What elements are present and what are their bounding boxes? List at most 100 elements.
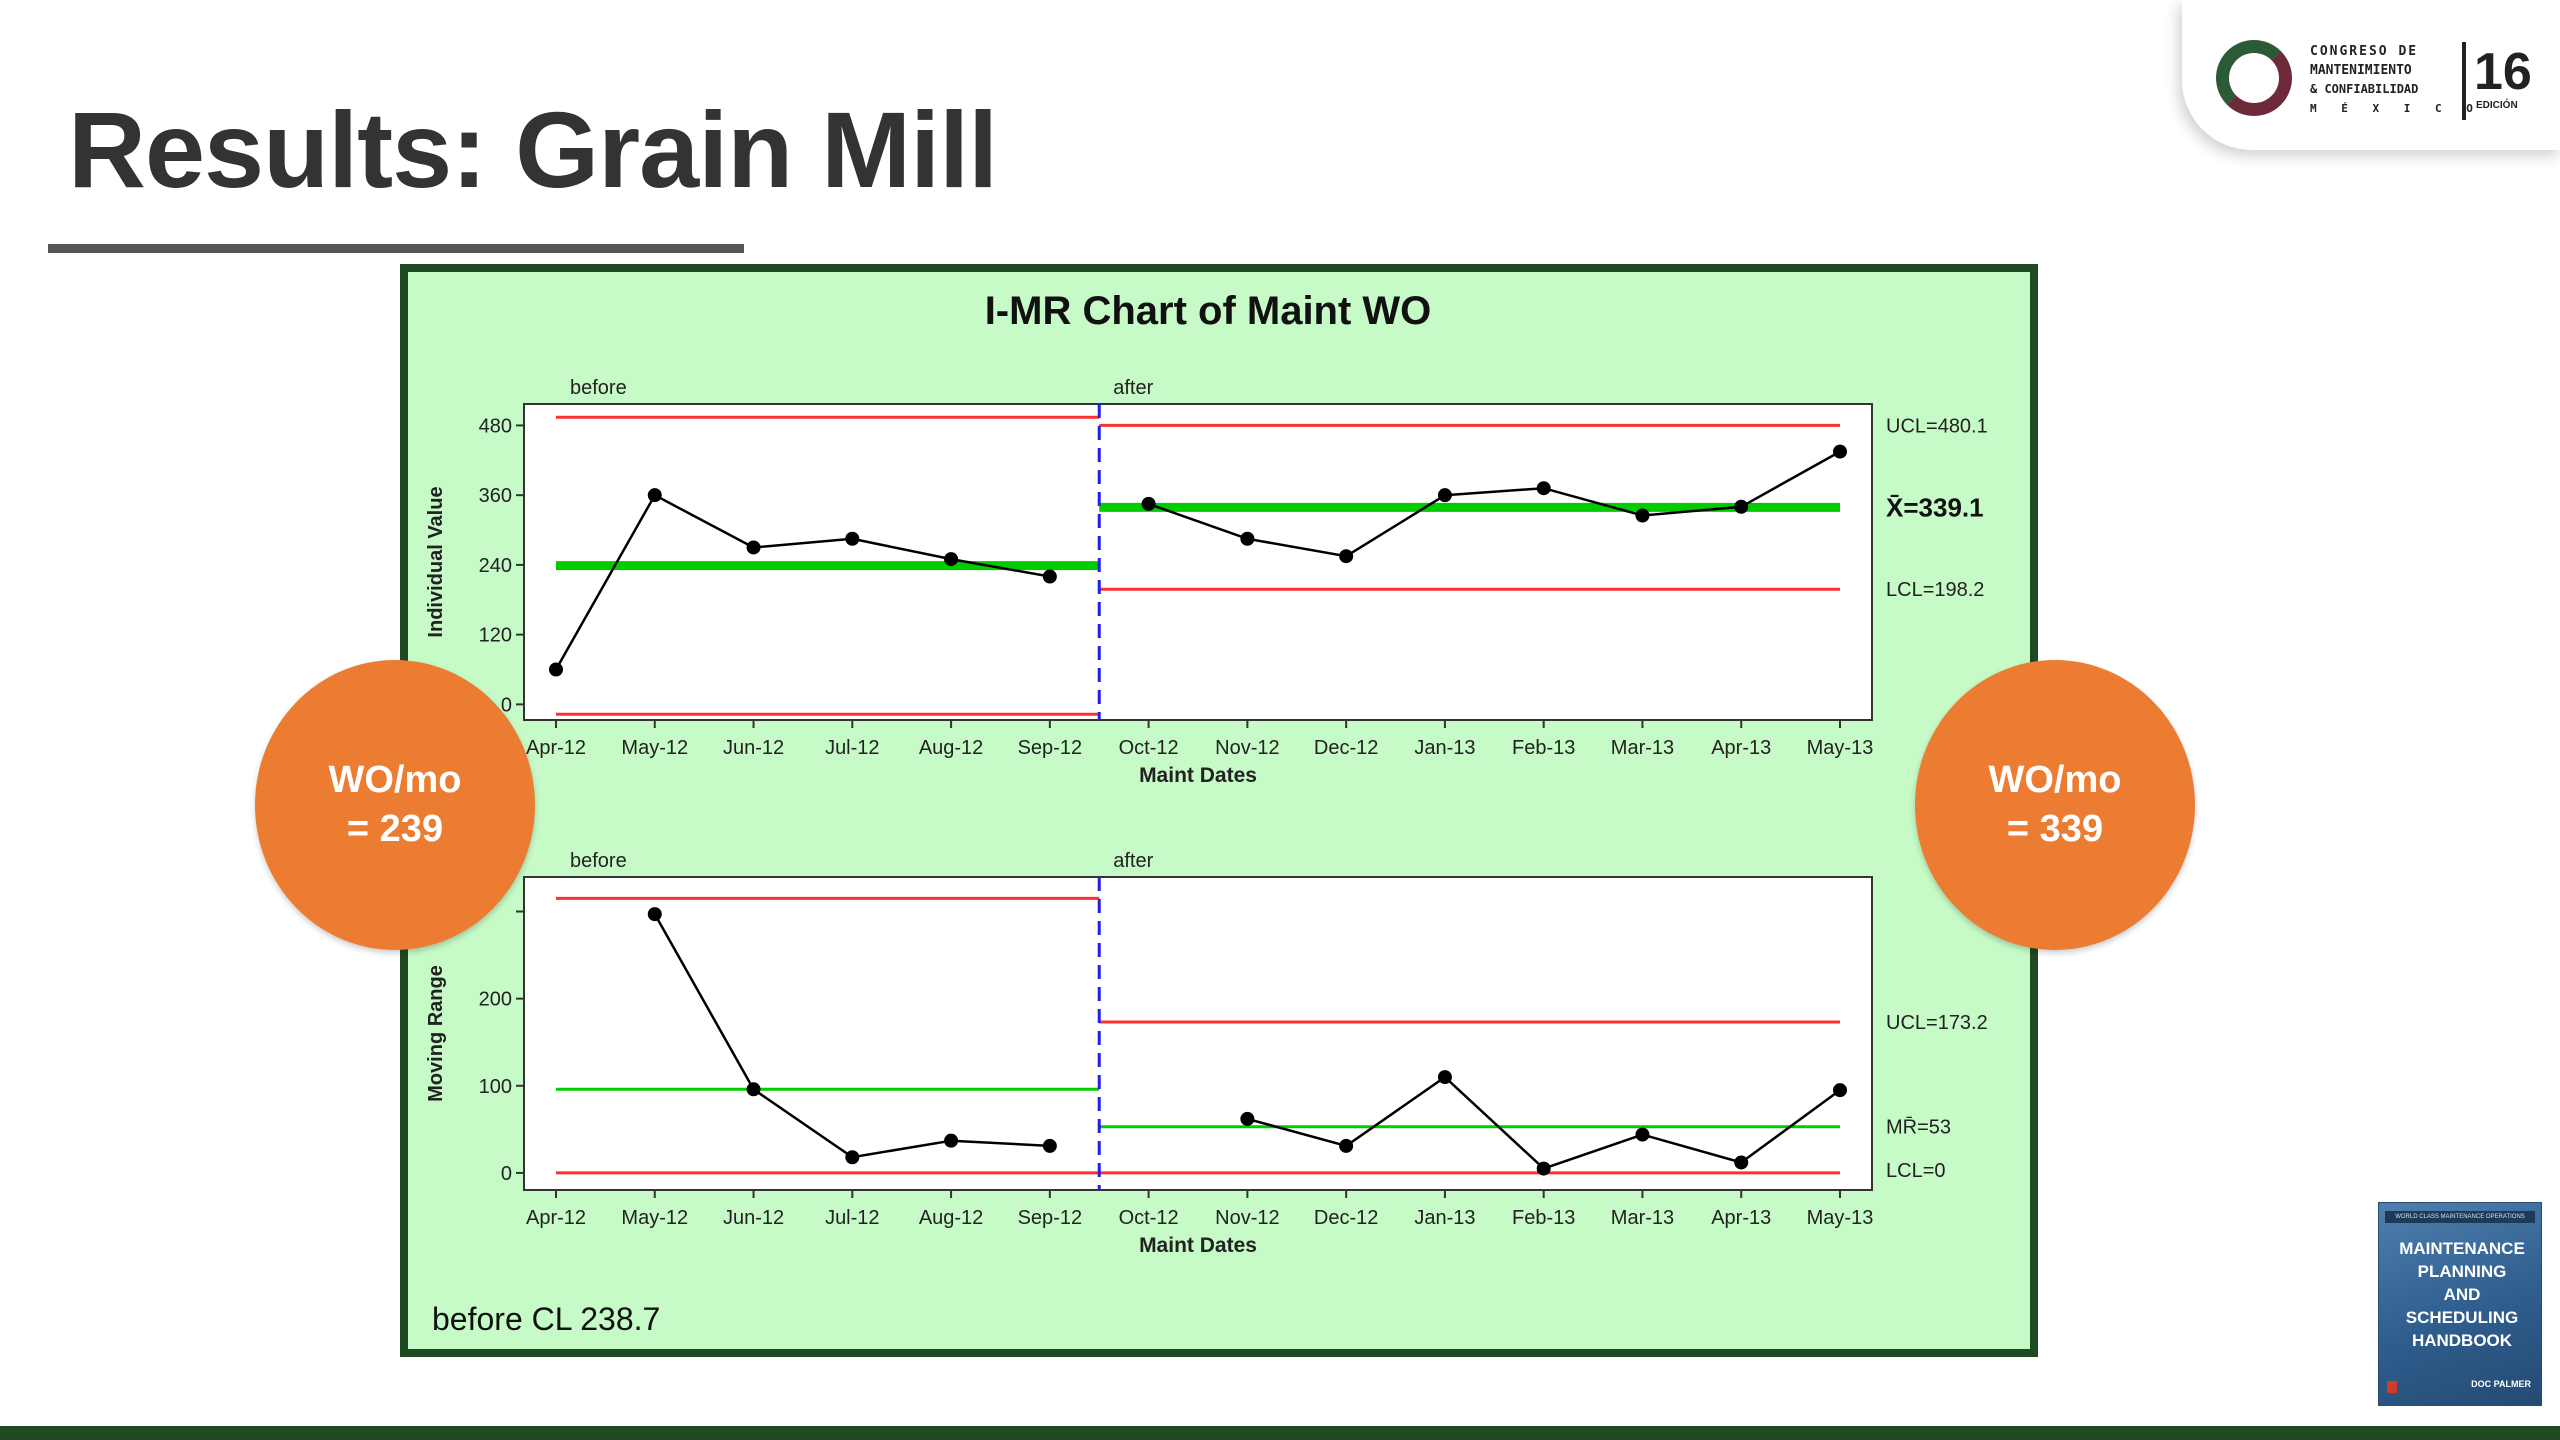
chart-individual-data-point (746, 540, 761, 555)
book-title: MAINTENANCE PLANNING AND SCHEDULING HAND… (2387, 1237, 2537, 1352)
book-cover: WORLD CLASS MAINTENANCE OPERATIONS MAINT… (2378, 1202, 2542, 1406)
chart-individual-data-point (1437, 488, 1452, 503)
chart-moving-range-xtick-label: Sep-12 (1018, 1207, 1083, 1229)
chart-individual-xtick-label: Nov-12 (1215, 737, 1279, 759)
book-title-line-1: MAINTENANCE (2399, 1239, 2525, 1258)
chart-moving-range-xtick-label: Jan-13 (1414, 1207, 1475, 1229)
chart-individual-data-point (845, 531, 860, 546)
chart-moving-range-data-point (1833, 1083, 1847, 1098)
book-title-line-4: HANDBOOK (2411, 1331, 2513, 1350)
chart-individual-xtick-label: Mar-13 (1611, 737, 1674, 759)
chart-moving-range-xtick-label: Apr-13 (1711, 1207, 1771, 1229)
chart-individual-data-point (1339, 549, 1354, 564)
chart-individual-center-label: X̄=339.1 (1886, 492, 1984, 522)
logo-line-2: MANTENIMIENTO (2310, 63, 2412, 78)
chart-moving-range-data-point (1635, 1127, 1650, 1142)
chart-moving-range-xtick-label: Apr-12 (526, 1207, 586, 1229)
chart-moving-range-lcl-label: LCL=0 (1886, 1160, 1946, 1182)
chart-moving-range-stage-label-before: before (570, 850, 627, 872)
chart-individual-data-point (549, 662, 563, 677)
chart-moving-range-data-point (1536, 1161, 1551, 1176)
chart-individual-data-point (944, 552, 959, 567)
chart-individual-xtick-label: May-12 (621, 737, 688, 759)
title-underline (48, 244, 744, 253)
congress-logo: CONGRESO DE MANTENIMIENTO & CONFIABILIDA… (2182, 0, 2560, 150)
chart-moving-range-xtick-label: Jul-12 (825, 1207, 879, 1229)
chart-moving-range-ytick-label: 200 (479, 989, 512, 1011)
book-series-band: WORLD CLASS MAINTENANCE OPERATIONS (2385, 1211, 2535, 1223)
chart-moving-range-xtick-label: Nov-12 (1215, 1207, 1279, 1229)
chart-moving-range-xtick-label: Jun-12 (723, 1207, 784, 1229)
chart-moving-range-ytick-label: 0 (501, 1163, 512, 1185)
logo-ring-icon (2216, 40, 2292, 116)
book-title-line-2: PLANNING (2417, 1262, 2507, 1281)
chart-individual-series-line (1148, 450, 1841, 558)
chart-moving-range-data-point (1437, 1070, 1452, 1085)
chart-individual-data-point (1734, 499, 1749, 514)
book-author: DOC PALMER (2471, 1379, 2531, 1389)
chart-individual-ytick-label: 240 (479, 555, 512, 577)
chart-individual-data-point (647, 488, 662, 503)
callout-left-line-1: WO/mo (328, 758, 462, 801)
chart-moving-range-xlabel: Maint Dates (1139, 1234, 1257, 1257)
chart-moving-range-data-point (647, 907, 662, 922)
chart-moving-range-data-point (1734, 1155, 1749, 1170)
chart-individual-data-point (1536, 481, 1551, 496)
chart-moving-range-xtick-label: May-13 (1807, 1207, 1874, 1229)
chart-moving-range-data-point (1339, 1138, 1354, 1153)
chart-individual-data-point (1833, 444, 1847, 459)
chart-moving-range-ucl-label: UCL=173.2 (1886, 1012, 1988, 1034)
callout-right-line-2: = 339 (2006, 808, 2104, 850)
chart-moving-range-xtick-label: Feb-13 (1512, 1207, 1575, 1229)
chart-moving-range-xtick-label: Dec-12 (1314, 1207, 1378, 1229)
imr-chart: I-MR Chart of Maint WO before CL 238.7 0 12… (400, 264, 2038, 1357)
chart-individual-xtick-label: Jul-12 (825, 737, 879, 759)
chart-moving-range-data-point (1240, 1111, 1255, 1126)
chart-individual-ytick-label: 480 (479, 415, 512, 437)
publisher-logo (2387, 1381, 2397, 1393)
chart-moving-range-data-point (1042, 1138, 1057, 1153)
chart-moving-range-stage-label-after: after (1113, 850, 1153, 872)
chart-moving-range-ylabel: Moving Range (425, 965, 447, 1102)
chart-individual-xtick-label: Jun-12 (723, 737, 784, 759)
logo-line-4: M É X I C O (2310, 102, 2482, 115)
chart-individual-data-point (1240, 531, 1255, 546)
chart-individual-ucl-label: UCL=480.1 (1886, 415, 1988, 437)
chart-individual-ytick-label: 0 (501, 694, 512, 716)
chart-individual-xtick-label: Aug-12 (919, 737, 984, 759)
chart-moving-range-center-label: MR̄=53 (1886, 1116, 1951, 1139)
chart-moving-range-data-point (845, 1150, 860, 1165)
chart-individual-xtick-label: Feb-13 (1512, 737, 1575, 759)
chart-moving-range-xtick-label: May-12 (621, 1207, 688, 1229)
chart-individual-data-point (1141, 496, 1156, 511)
logo-edition-label: EDICIÓN (2476, 100, 2518, 111)
chart-individual-xtick-label: Sep-12 (1018, 737, 1083, 759)
logo-divider (2462, 42, 2466, 120)
chart-moving-range-xtick-label: Mar-13 (1611, 1207, 1674, 1229)
chart-footnote: before CL 238.7 (432, 1301, 660, 1337)
chart-individual-xtick-label: Dec-12 (1314, 737, 1378, 759)
callout-right-line-1: WO/mo (1988, 758, 2122, 801)
chart-moving-range-xtick-label: Aug-12 (919, 1207, 984, 1229)
chart-individual-xtick-label: May-13 (1807, 737, 1874, 759)
chart-individual-xtick-label: Oct-12 (1119, 737, 1179, 759)
chart-individual-ytick-label: 120 (479, 625, 512, 647)
chart-individual-stage-label-before: before (570, 377, 627, 399)
logo-line-3: & CONFIABILIDAD (2310, 82, 2419, 96)
callout-left-line-2: = 239 (346, 808, 444, 850)
chart-individual-ytick-label: 360 (479, 485, 512, 507)
chart-title: I-MR Chart of Maint WO (985, 289, 1432, 333)
chart-moving-range-ytick-label: 100 (479, 1076, 512, 1098)
chart-individual-stage-label-after: after (1113, 377, 1153, 399)
chart-individual-xtick-label: Apr-13 (1711, 737, 1771, 759)
footer-bar (0, 1426, 2560, 1440)
chart-individual-series-line (554, 493, 1051, 671)
chart-individual-data-point (1635, 508, 1650, 523)
chart-individual-xlabel: Maint Dates (1139, 764, 1257, 787)
chart-moving-range-data-point (746, 1082, 761, 1097)
chart-individual-xtick-label: Jan-13 (1414, 737, 1475, 759)
after-average-callout: WO/mo = 339 (1915, 660, 2195, 950)
chart-individual-lcl-label: LCL=198.2 (1886, 579, 1984, 601)
slide-title: Results: Grain Mill (68, 89, 998, 210)
book-title-line-3: AND SCHEDULING (2405, 1285, 2519, 1327)
